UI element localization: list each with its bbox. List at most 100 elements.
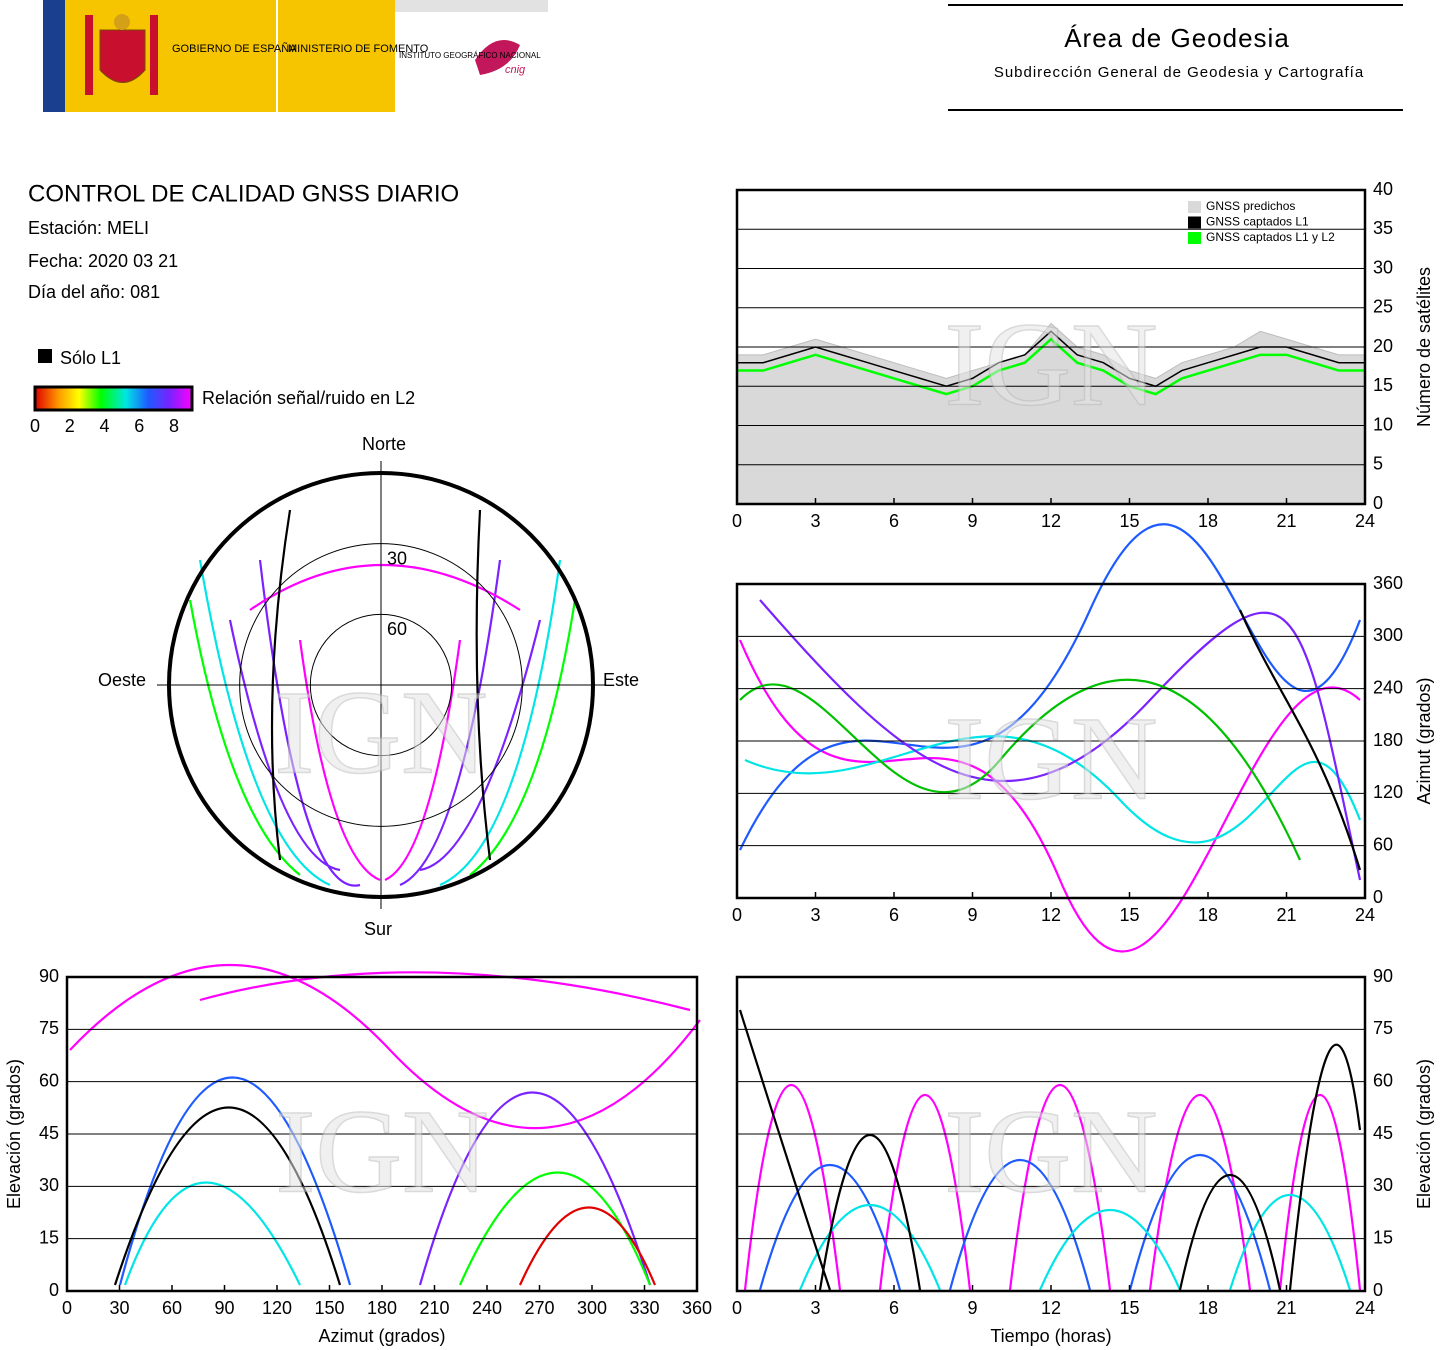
- area-subtitle: Subdirección General de Geodesia y Carto…: [994, 64, 1364, 81]
- y-tick-label: 90: [1373, 966, 1393, 986]
- l1-label: Sólo L1: [60, 348, 121, 368]
- legend-label: GNSS captados L1 y L2: [1206, 230, 1335, 244]
- x-tick-label: 6: [889, 1298, 899, 1318]
- x-tick-label: 360: [682, 1298, 712, 1318]
- ign-mark: [475, 40, 520, 75]
- x-tick-label: 0: [732, 905, 742, 925]
- l1-swatch: [38, 349, 52, 363]
- x-tick-label: 3: [810, 511, 820, 531]
- y-tick-label: 15: [39, 1227, 59, 1247]
- colorbar-tick-label: 4: [99, 416, 109, 436]
- y-tick-label: 30: [39, 1175, 59, 1195]
- y-tick-label: 25: [1373, 297, 1393, 317]
- logo-bar: [395, 0, 548, 12]
- legend-swatch: [1188, 216, 1201, 229]
- x-tick-label: 240: [472, 1298, 502, 1318]
- south-label: Sur: [364, 919, 392, 939]
- plot-frame: [735, 975, 1367, 1293]
- y-tick-label: 75: [39, 1018, 59, 1038]
- north-label: Norte: [362, 434, 406, 454]
- gov-text: GOBIERNO DE ESPAÑA: [172, 42, 297, 55]
- ring-label: 30: [387, 548, 407, 568]
- x-tick-label: 15: [1119, 1298, 1139, 1318]
- y-tick-label: 300: [1373, 625, 1403, 645]
- x-tick-label: 120: [262, 1298, 292, 1318]
- x-tick-label: 30: [109, 1298, 129, 1318]
- watermark: IGN: [944, 692, 1157, 825]
- y-tick-label: 180: [1373, 730, 1403, 750]
- eu-strip: [43, 0, 65, 112]
- colorbar-tick-label: 8: [169, 416, 179, 436]
- x-tick-label: 24: [1355, 511, 1375, 531]
- x-tick-label: 24: [1355, 905, 1375, 925]
- y-tick-label: 90: [39, 966, 59, 986]
- y-tick-label: 0: [49, 1280, 59, 1300]
- y-axis-label: Elevación (grados): [4, 1059, 24, 1209]
- colorbar-tick-label: 2: [65, 416, 75, 436]
- gov-box: [65, 0, 277, 112]
- legend-swatch: [1188, 232, 1201, 244]
- cnig-text: cnig: [505, 64, 526, 76]
- x-tick-label: 12: [1041, 905, 1061, 925]
- west-label: Oeste: [98, 670, 146, 690]
- x-tick-label: 12: [1041, 1298, 1061, 1318]
- x-tick-label: 24: [1355, 1298, 1375, 1318]
- x-tick-label: 300: [577, 1298, 607, 1318]
- y-tick-label: 240: [1373, 677, 1403, 697]
- east-label: Este: [603, 670, 639, 690]
- x-tick-label: 15: [1119, 905, 1139, 925]
- x-tick-label: 6: [889, 905, 899, 925]
- institute-text: INSTITUTO GEOGRÁFICO NACIONAL: [399, 51, 541, 60]
- legend-swatch: [1188, 201, 1201, 213]
- x-axis-label: Azimut (grados): [318, 1326, 445, 1346]
- elevation-ring: [309, 613, 453, 757]
- x-tick-label: 270: [524, 1298, 554, 1318]
- elevation-ring: [239, 543, 523, 827]
- date: Fecha: 2020 03 21: [28, 251, 178, 271]
- x-tick-label: 150: [314, 1298, 344, 1318]
- x-tick-label: 15: [1119, 511, 1139, 531]
- ring-label: 60: [387, 619, 407, 639]
- x-tick-label: 9: [967, 905, 977, 925]
- track-decoration: [69, 470, 1362, 1291]
- area: [736, 322, 1366, 505]
- day-of-year: Día del año: 081: [28, 282, 160, 302]
- y-tick-label: 75: [1373, 1018, 1393, 1038]
- x-tick-label: 21: [1276, 905, 1296, 925]
- x-tick-label: 60: [162, 1298, 182, 1318]
- x-axis-label: Tiempo (horas): [990, 1326, 1111, 1346]
- area-title: Área de Geodesia: [1064, 23, 1290, 53]
- colorbar: [33, 385, 194, 412]
- y-tick-label: 360: [1373, 573, 1403, 593]
- logo-block: GOBIERNO DE ESPAÑA MINISTERIO DE FOMENTO…: [43, 0, 548, 112]
- y-tick-label: 30: [1373, 1175, 1393, 1195]
- plot-frame: [65, 975, 699, 1293]
- x-tick-label: 0: [732, 511, 742, 531]
- sky-frame: [167, 471, 595, 899]
- x-tick-label: 9: [967, 511, 977, 531]
- x-tick-label: 330: [629, 1298, 659, 1318]
- report-title: CONTROL DE CALIDAD GNSS DIARIO: [28, 180, 459, 207]
- colorbar-tick-label: 0: [30, 416, 40, 436]
- y-tick-label: 15: [1373, 375, 1393, 395]
- y-tick-label: 60: [1373, 1070, 1393, 1090]
- plot-frame: [735, 188, 1367, 506]
- x-tick-label: 18: [1198, 905, 1218, 925]
- ministry-text: MINISTERIO DE FOMENTO: [288, 43, 429, 55]
- y-tick-label: 30: [1373, 257, 1393, 277]
- y-axis-label: Azimut (grados): [1414, 677, 1434, 804]
- x-tick-label: 9: [967, 1298, 977, 1318]
- y-tick-label: 20: [1373, 336, 1393, 356]
- y-tick-label: 15: [1373, 1227, 1393, 1247]
- x-tick-label: 90: [214, 1298, 234, 1318]
- x-tick-label: 3: [810, 1298, 820, 1318]
- y-tick-label: 120: [1373, 782, 1403, 802]
- y-tick-label: 45: [39, 1123, 59, 1143]
- series-group: [736, 322, 1366, 505]
- y-tick-label: 0: [1373, 493, 1383, 513]
- coat-of-arms: [85, 14, 158, 95]
- watermark: IGN: [944, 298, 1157, 431]
- x-tick-label: 21: [1276, 1298, 1296, 1318]
- y-tick-label: 10: [1373, 414, 1393, 434]
